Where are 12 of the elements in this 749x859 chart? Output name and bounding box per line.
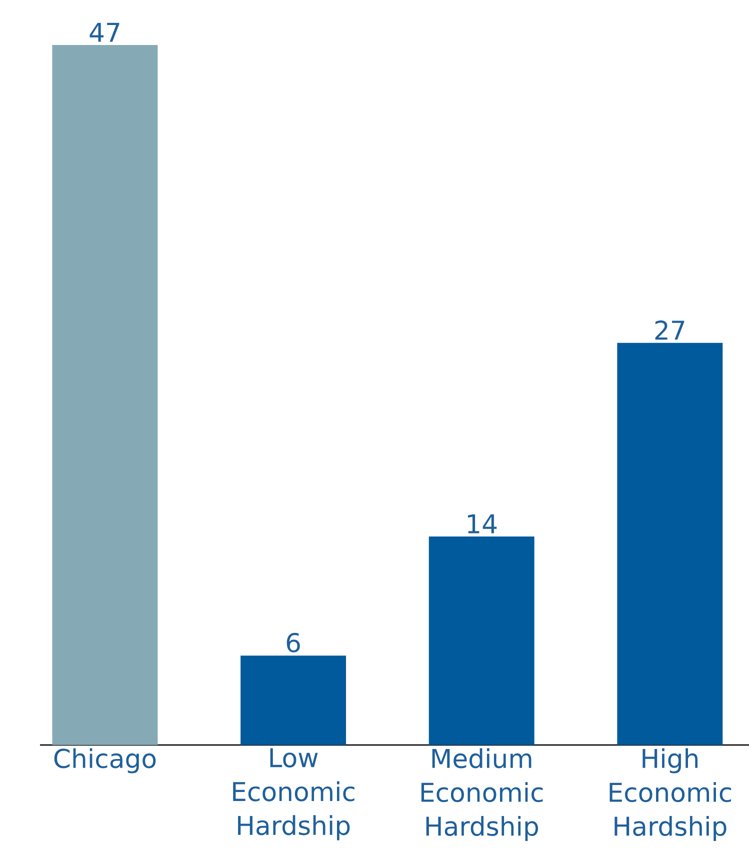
data-label: 6 bbox=[286, 632, 300, 652]
x-tick-label: Chicago bbox=[54, 748, 156, 774]
data-label: 47 bbox=[90, 22, 120, 42]
bar bbox=[240, 656, 346, 745]
bar bbox=[52, 44, 158, 745]
bar bbox=[428, 536, 534, 745]
data-label: 27 bbox=[655, 320, 684, 340]
bar bbox=[617, 342, 723, 745]
x-tick-label: Medium Economic Hardship bbox=[421, 748, 543, 842]
x-tick-label: High Economic Hardship bbox=[610, 748, 732, 842]
x-tick-label: Low Economic Hardship bbox=[233, 748, 354, 840]
data-label: 14 bbox=[468, 514, 497, 534]
